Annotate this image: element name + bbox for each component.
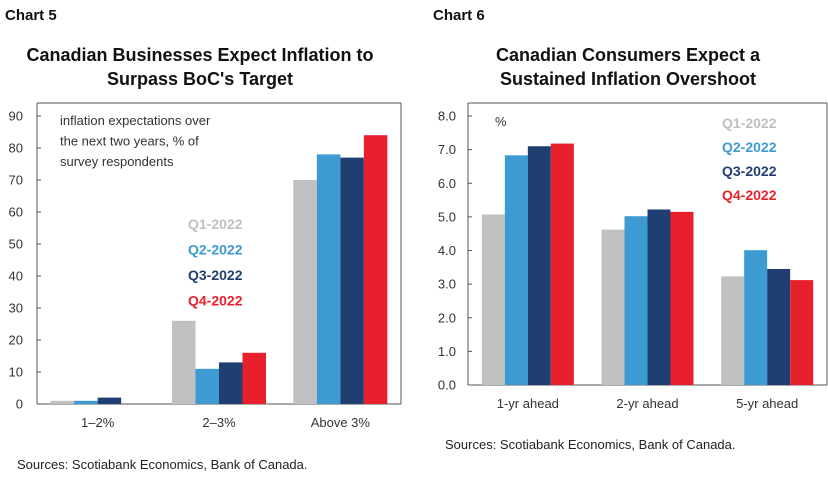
chart5-y-tick-label: 60: [9, 205, 23, 220]
chart5-bar: [340, 157, 364, 404]
chart6-bar: [624, 216, 648, 385]
chart5-y-tick-label: 40: [9, 269, 23, 284]
chart5-legend-entry: Q3-2022: [188, 267, 243, 283]
chart6-y-tick-label: 7.0: [438, 142, 456, 157]
chart5-x-tick-label: Above 3%: [311, 415, 371, 430]
chart5-legend-entry: Q4-2022: [188, 293, 243, 309]
chart5-y-tick-label: 90: [9, 109, 23, 124]
chart6-y-tick-label: 0.0: [438, 378, 456, 393]
chart6-title-line-1: Canadian Consumers Expect a: [495, 45, 761, 65]
chart5-title-line-1: Canadian Businesses Expect Inflation to: [26, 45, 374, 65]
chart5-x-tick-label: 1–2%: [81, 415, 115, 430]
chart5-bar: [172, 320, 196, 404]
chart6-legend-entry: Q3-2022: [722, 163, 777, 179]
chart6-bar: [767, 268, 791, 385]
chart5-label: Chart 5: [5, 7, 57, 24]
chart5-bar: [363, 135, 388, 404]
chart5-y-tick-label: 0: [16, 397, 23, 412]
chart5-y-tick-label: 70: [9, 173, 23, 188]
chart6-bar: [550, 143, 574, 385]
chart6-y-tick-label: 4.0: [438, 243, 456, 258]
chart5-legend-entry: Q2-2022: [188, 242, 243, 258]
chart5-y-tick-label: 80: [9, 141, 23, 156]
chart6-label: Chart 6: [433, 7, 485, 24]
chart5-y-tick-label: 50: [9, 237, 23, 252]
chart5-annotation: inflation expectations over: [60, 113, 211, 128]
chart6-source: Sources: Scotiabank Economics, Bank of C…: [445, 437, 736, 452]
chart6-x-tick-label: 1-yr ahead: [497, 396, 559, 411]
chart5-bar: [219, 362, 243, 404]
chart5-y-tick-label: 30: [9, 301, 23, 316]
chart6-bar: [721, 276, 745, 385]
chart5-bar: [97, 397, 122, 404]
chart6-bar: [504, 155, 528, 385]
chart6-y-tick-label: 5.0: [438, 209, 456, 224]
chart6-bar: [647, 209, 671, 385]
chart5-y-tick-label: 20: [9, 333, 23, 348]
chart6-bar: [481, 214, 505, 385]
chart6-annotation: %: [495, 114, 507, 129]
chart5-annotation: the next two years, % of: [60, 134, 199, 149]
chart6-y-tick-label: 1.0: [438, 344, 456, 359]
chart5-bar: [242, 352, 266, 404]
chart6-bar: [744, 250, 768, 385]
chart5-bar: [293, 180, 317, 404]
chart6-x-tick-label: 5-yr ahead: [736, 396, 798, 411]
chart6-legend-entry: Q1-2022: [722, 115, 777, 131]
chart6-y-tick-label: 6.0: [438, 176, 456, 191]
chart6-y-tick-label: 3.0: [438, 277, 456, 292]
chart6-legend-entry: Q2-2022: [722, 139, 777, 155]
chart5-bar: [74, 400, 98, 404]
chart6-x-tick-label: 2-yr ahead: [616, 396, 678, 411]
chart6-y-tick-label: 2.0: [438, 310, 456, 325]
chart5-source: Sources: Scotiabank Economics, Bank of C…: [17, 457, 308, 472]
chart5-x-tick-label: 2–3%: [202, 415, 236, 430]
chart6-bar: [670, 211, 694, 385]
chart6-legend-entry: Q4-2022: [722, 187, 777, 203]
chart6-bar: [790, 280, 814, 385]
chart5-annotation: survey respondents: [60, 154, 174, 169]
chart5-y-tick-label: 10: [9, 365, 23, 380]
chart5-legend-entry: Q1-2022: [188, 216, 243, 232]
chart5-plot: 0 10 20 30 40 50 60 70 80 90 1–2% 2–3% Above 3% infla…: [9, 102, 402, 430]
chart5-bar: [50, 400, 75, 404]
chart5-bar: [316, 154, 341, 404]
chart6-bar: [601, 229, 625, 385]
chart6-y-tick-label: 8.0: [438, 109, 456, 124]
chart5-title-line-2: Surpass BoC's Target: [107, 69, 293, 89]
chart6-title: Canadian Consumers Expect a Sustained In…: [428, 43, 828, 91]
chart6-bar: [527, 146, 551, 385]
chart5-title: Canadian Businesses Expect Inflation to …: [0, 43, 400, 91]
chart6-title-line-2: Sustained Inflation Overshoot: [499, 69, 757, 89]
chart5-bar: [195, 368, 219, 404]
